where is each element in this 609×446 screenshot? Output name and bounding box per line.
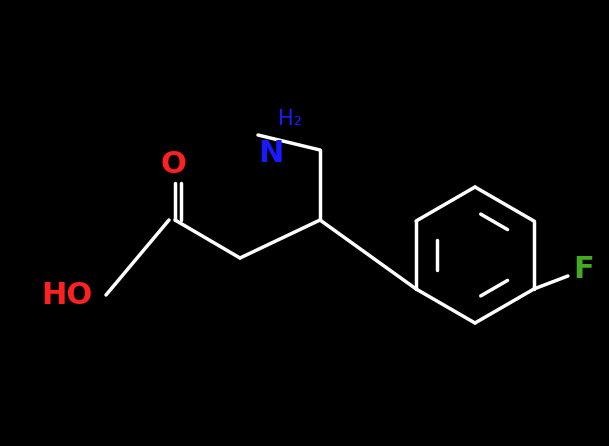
Text: HO: HO <box>41 281 92 310</box>
Text: H₂: H₂ <box>278 109 302 129</box>
Text: F: F <box>574 255 594 284</box>
Text: O: O <box>160 150 186 179</box>
Text: N: N <box>258 139 283 168</box>
